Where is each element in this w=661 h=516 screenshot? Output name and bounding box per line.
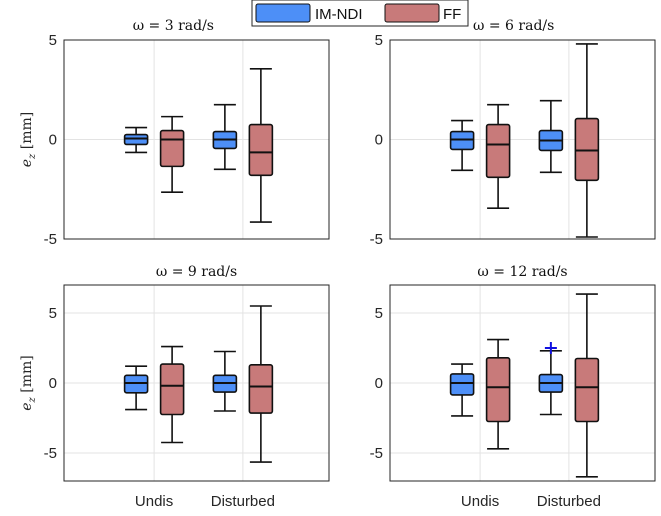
box-im-ndi-disturbed bbox=[538, 342, 564, 416]
axes-frame bbox=[389, 39, 656, 240]
box-im-ndi-disturbed bbox=[212, 350, 238, 412]
box-ff-undis bbox=[159, 345, 185, 444]
box-iqr bbox=[248, 123, 274, 177]
panel-1: -5 0 5 ω = 3 rad/s ez [mm] bbox=[19, 18, 330, 248]
y-tick-label: -5 bbox=[44, 445, 57, 462]
y-tick-label: 0 bbox=[49, 375, 57, 392]
legend-swatch-ff bbox=[384, 3, 440, 23]
box-iqr bbox=[485, 123, 511, 179]
box-iqr bbox=[123, 374, 149, 394]
panel-title: ω = 12 rad/s bbox=[477, 264, 567, 280]
box-iqr bbox=[485, 356, 511, 423]
box-ff-disturbed bbox=[574, 43, 600, 238]
y-axis-label: ez [mm] bbox=[19, 355, 38, 411]
box-im-ndi-undis bbox=[123, 126, 149, 154]
y-tick-label: 0 bbox=[49, 132, 57, 149]
legend-swatch-im-ndi bbox=[255, 3, 311, 23]
x-tick-label: Disturbed bbox=[211, 493, 275, 510]
x-tick-label: Undis bbox=[135, 493, 173, 510]
panel-3: -5 0 5 Undis Disturbed ω = 9 rad/s ez [mm] bbox=[19, 264, 330, 510]
y-tick-label: -5 bbox=[370, 231, 383, 248]
y-tick-label: 0 bbox=[375, 132, 383, 149]
panel-title: ω = 6 rad/s bbox=[473, 18, 554, 34]
x-tick-label: Undis bbox=[461, 493, 499, 510]
box-ff-undis bbox=[485, 103, 511, 209]
box-iqr bbox=[159, 129, 185, 168]
panel-title: ω = 9 rad/s bbox=[156, 264, 237, 280]
axes-frame bbox=[63, 284, 330, 482]
box-iqr bbox=[159, 363, 185, 416]
y-tick-label: -5 bbox=[44, 231, 57, 248]
legend-label-im-ndi: IM-NDI bbox=[315, 6, 363, 23]
y-tick-label: 5 bbox=[49, 32, 57, 49]
box-iqr bbox=[574, 357, 600, 423]
legend-label-ff: FF bbox=[443, 6, 461, 23]
box-im-ndi-undis bbox=[449, 119, 475, 172]
panel-2: -5 0 5 ω = 6 rad/s bbox=[370, 18, 656, 248]
y-tick-label: 0 bbox=[375, 375, 383, 392]
box-iqr bbox=[449, 373, 475, 396]
y-tick-label: 5 bbox=[375, 32, 383, 49]
box-im-ndi-disturbed bbox=[212, 103, 238, 171]
y-tick-label: 5 bbox=[49, 305, 57, 322]
box-iqr bbox=[248, 363, 274, 414]
box-ff-disturbed bbox=[248, 68, 274, 223]
panel-title: ω = 3 rad/s bbox=[133, 18, 214, 34]
box-ff-undis bbox=[485, 338, 511, 450]
box-ff-undis bbox=[159, 115, 185, 194]
box-im-ndi-disturbed bbox=[538, 99, 564, 174]
box-ff-disturbed bbox=[248, 305, 274, 463]
legend: IM-NDI FF bbox=[251, 0, 469, 27]
axes-frame bbox=[63, 39, 330, 240]
box-im-ndi-undis bbox=[449, 363, 475, 417]
box-im-ndi-undis bbox=[123, 365, 149, 411]
panel-4: -5 0 5 Undis Disturbed ω = 12 rad/s bbox=[370, 264, 656, 510]
y-axis-label: ez [mm] bbox=[19, 112, 38, 168]
x-tick-label: Disturbed bbox=[537, 493, 601, 510]
box-ff-disturbed bbox=[574, 293, 600, 478]
axes-frame bbox=[389, 284, 656, 482]
y-tick-label: 5 bbox=[375, 305, 383, 322]
y-tick-label: -5 bbox=[370, 445, 383, 462]
